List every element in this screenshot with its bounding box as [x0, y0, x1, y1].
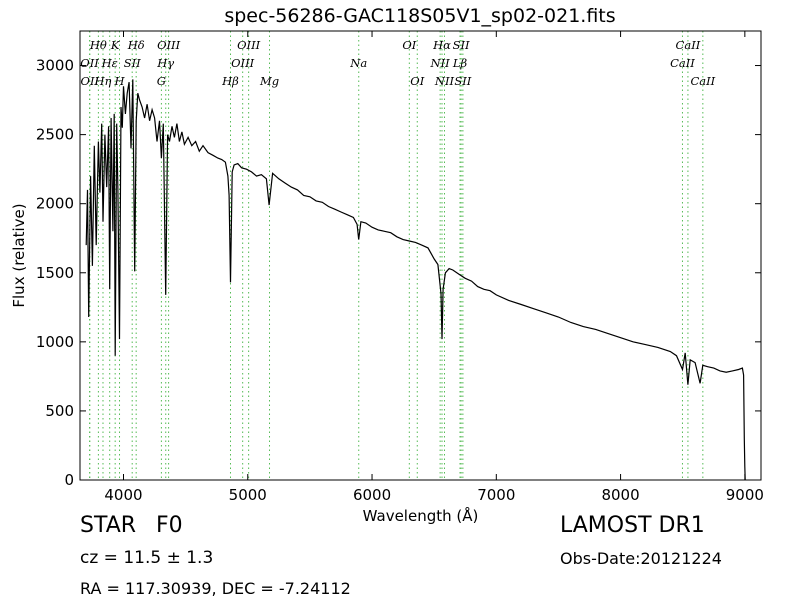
y-tick-label: 2000 [36, 195, 74, 213]
line-label: Hα [432, 38, 451, 52]
line-label: Na [349, 56, 367, 70]
line-label: SII [453, 38, 470, 52]
line-label: OI [410, 74, 424, 88]
line-label: Hε [101, 56, 118, 70]
y-tick-label: 1000 [36, 333, 74, 351]
line-label: K [110, 38, 121, 52]
survey-label: LAMOST DR1 [560, 513, 705, 538]
x-tick-label: 6000 [353, 486, 391, 504]
x-tick-label: 4000 [104, 486, 142, 504]
line-labels: OII OII Hθ Hη Hε K H SII Hδ G Hγ OIII Hβ OIII OIII Mg Na… [80, 38, 715, 88]
line-label: Hη [94, 74, 112, 88]
obs-date-label: Obs-Date:20121224 [560, 549, 722, 568]
y-axis-label: Flux (relative) [10, 203, 28, 307]
line-label: OII [81, 74, 100, 88]
redshift-label: cz = 11.5 ± 1.3 [80, 548, 214, 568]
line-label: SII [124, 56, 141, 70]
y-tick-label: 2500 [36, 126, 74, 144]
axis-ticks: 4000 5000 6000 7000 8000 9000 0 500 1000 1500 2000… [36, 31, 764, 504]
line-label: Hδ [127, 38, 145, 52]
emission-line-markers [89, 31, 704, 480]
line-label: Hγ [156, 56, 174, 70]
x-tick-label: 7000 [477, 486, 515, 504]
x-axis-label: Wavelength (Å) [363, 506, 479, 525]
line-label: G [157, 74, 166, 88]
line-label: CaII [690, 74, 715, 88]
x-tick-label: 5000 [229, 486, 267, 504]
object-class-label: STAR F0 [80, 513, 183, 538]
line-label: Mg [259, 74, 279, 88]
line-label: OIII [237, 38, 261, 52]
line-label: OIII [231, 56, 255, 70]
line-label: NII [430, 56, 451, 70]
plot-frame [79, 30, 762, 481]
line-label: OI [402, 38, 416, 52]
line-label: NII [434, 74, 455, 88]
y-tick-label: 0 [64, 471, 74, 489]
line-label: Hβ [221, 74, 239, 88]
x-tick-label: 9000 [726, 486, 764, 504]
object-class: STAR [80, 513, 137, 538]
spectrum-series-line [85, 79, 746, 481]
line-label: Hθ [89, 38, 107, 52]
y-tick-label: 1500 [36, 264, 74, 282]
y-tick-label: 500 [45, 402, 74, 420]
x-tick-label: 8000 [601, 486, 639, 504]
object-subclass: F0 [156, 513, 183, 538]
line-label: SII [454, 74, 471, 88]
line-label: Lβ [452, 56, 468, 70]
line-label: CaII [676, 38, 701, 52]
line-label: OII [80, 56, 99, 70]
line-label: OIII [157, 38, 181, 52]
chart-title: spec-56286-GAC118S05V1_sp02-021.fits [224, 5, 616, 27]
line-label: CaII [670, 56, 695, 70]
coordinates-label: RA = 117.30939, DEC = -7.24112 [80, 579, 351, 598]
line-label: H [114, 74, 126, 88]
y-tick-label: 3000 [36, 57, 74, 75]
